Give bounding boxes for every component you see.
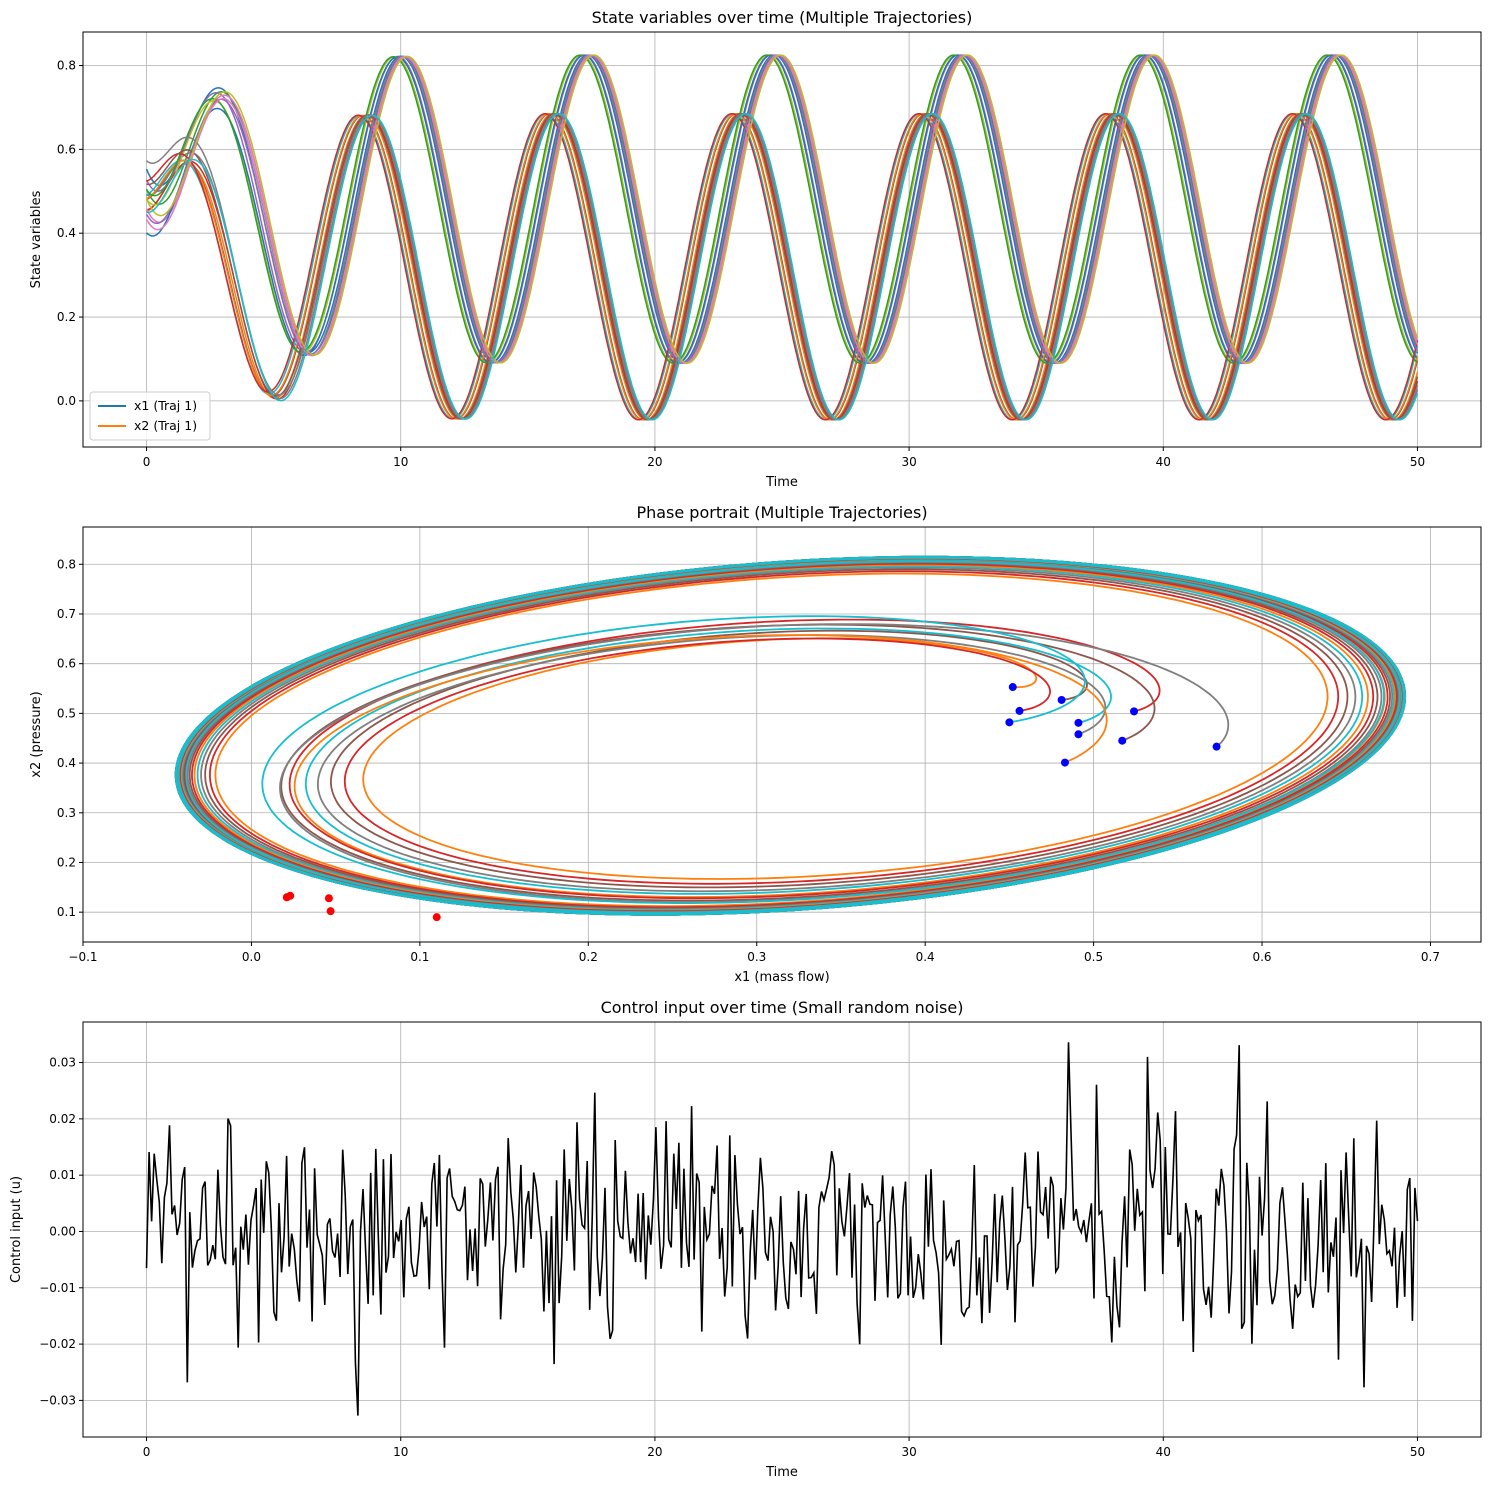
trajectory-x2-line <box>145 54 1419 364</box>
y-tick-label: 0.2 <box>57 310 76 324</box>
trajectory-x1-line <box>146 113 1419 421</box>
trajectory-x2-line <box>145 54 1418 364</box>
x-tick-label: 40 <box>1156 455 1171 469</box>
x-tick-label: 10 <box>393 1445 408 1459</box>
x-tick-label: 20 <box>647 455 662 469</box>
start-point-marker <box>1212 742 1221 751</box>
start-point-marker <box>1008 683 1017 692</box>
end-point-marker <box>324 894 333 903</box>
x-tick-label: 30 <box>901 1445 916 1459</box>
x-tick-label: −0.1 <box>68 950 97 964</box>
y-tick-label: 0.2 <box>57 855 76 869</box>
trajectory-x2-line <box>145 54 1419 364</box>
legend-label: x1 (Traj 1) <box>134 398 197 413</box>
start-point-marker <box>1118 736 1127 745</box>
y-tick-label: 0.0 <box>57 394 76 408</box>
x-tick-label: 0.1 <box>410 950 429 964</box>
y-tick-label: 0.4 <box>57 226 76 240</box>
end-point-marker <box>432 913 441 922</box>
axes-frame <box>83 527 1481 942</box>
phase-portrait-axes: −0.1 0.0 0.1 0.2 0.3 0.4 0.5 0.6 0.7 0.1 0.2 0.3 0.4… <box>29 503 1482 985</box>
y-tick-label: 0.01 <box>49 1168 76 1182</box>
trajectory-x2-line <box>145 54 1419 364</box>
y-tick-label: 0.6 <box>57 142 76 156</box>
y-tick-label: 0.4 <box>57 756 76 770</box>
axes-border <box>82 526 1482 943</box>
markers <box>282 683 1221 922</box>
axes-border <box>82 31 1482 448</box>
legend: x1 (Traj 1) x2 (Traj 1) <box>89 391 211 441</box>
axes-border <box>82 1021 1482 1438</box>
start-point-marker <box>1015 706 1024 715</box>
y-tick-label: 0.8 <box>57 59 76 73</box>
x-tick-label: 10 <box>393 455 408 469</box>
x-tick-label: 50 <box>1410 455 1425 469</box>
y-tick-label: 0.1 <box>57 905 76 919</box>
y-tick-label: 0.8 <box>57 557 76 571</box>
legend-box <box>89 391 211 441</box>
x-tick-label: 20 <box>647 1445 662 1459</box>
trajectory-x2-line <box>145 54 1418 364</box>
chart-title: Phase portrait (Multiple Trajectories) <box>636 503 927 522</box>
start-point-marker <box>1060 758 1069 767</box>
ticks: 0 10 20 30 40 50 0.0 0.2 0.4 0.6 0.8 <box>57 59 1425 469</box>
x-tick-label: 30 <box>901 455 916 469</box>
x-tick-label: 0.3 <box>747 950 766 964</box>
trajectory-x2-line <box>145 54 1419 364</box>
legend-label: x2 (Traj 1) <box>134 418 197 433</box>
series-lines <box>145 54 1419 421</box>
end-point-marker <box>326 907 335 916</box>
y-tick-label: 0.02 <box>49 1112 76 1126</box>
start-point-marker <box>1005 718 1014 727</box>
trajectory-x2-line <box>145 54 1419 364</box>
series-lines <box>145 1042 1419 1416</box>
grid <box>82 527 1481 942</box>
ticks: 0 10 20 30 40 50 −0.03 −0.02 −0.01 0.00 0.01 0.02 0.… <box>39 1056 1425 1459</box>
x-tick-label: 0.7 <box>1421 950 1440 964</box>
trajectory-x1-line <box>146 113 1419 421</box>
x-axis-label: Time <box>765 475 798 490</box>
y-tick-label: 0.00 <box>49 1224 76 1238</box>
trajectory-x2-line <box>145 54 1419 364</box>
x-tick-label: 50 <box>1410 1445 1425 1459</box>
x-tick-label: 40 <box>1156 1445 1171 1459</box>
state-variables-axes: 0 10 20 30 40 50 0.0 0.2 0.4 0.6 0.8 State variabl… <box>29 8 1482 490</box>
y-tick-label: −0.03 <box>39 1393 76 1407</box>
grid <box>83 1022 1481 1437</box>
y-tick-label: 0.6 <box>57 657 76 671</box>
y-tick-label: −0.01 <box>39 1281 76 1295</box>
chart-title: State variables over time (Multiple Traj… <box>592 8 973 27</box>
y-axis-label: State variables <box>29 190 44 288</box>
x-tick-label: 0 <box>143 1445 151 1459</box>
end-point-marker <box>286 891 295 900</box>
y-tick-label: 0.3 <box>57 806 76 820</box>
y-tick-label: 0.03 <box>49 1056 76 1070</box>
x-tick-label: 0.6 <box>1252 950 1271 964</box>
x-tick-label: 0.5 <box>1084 950 1103 964</box>
chart-title: Control input over time (Small random no… <box>601 998 964 1017</box>
phase-trajectory-line <box>174 555 1407 916</box>
control-input-axes: 0 10 20 30 40 50 −0.03 −0.02 −0.01 0.00 0.01 0.02 0.… <box>9 998 1482 1480</box>
y-axis-label: Control input (u) <box>9 1176 24 1283</box>
series-lines <box>174 555 1407 916</box>
x-axis-label: Time <box>765 1465 798 1480</box>
start-point-marker <box>1130 707 1139 716</box>
y-tick-label: 0.7 <box>57 607 76 621</box>
trajectory-x1-line <box>146 113 1419 421</box>
x-tick-label: 0.4 <box>916 950 935 964</box>
control-input-line <box>145 1042 1419 1416</box>
y-tick-label: 0.5 <box>57 706 76 720</box>
y-tick-label: −0.02 <box>39 1337 76 1351</box>
ticks: −0.1 0.0 0.1 0.2 0.3 0.4 0.5 0.6 0.7 0.1 0.2 0.3 0.4… <box>57 557 1440 964</box>
x-axis-label: x1 (mass flow) <box>734 970 829 985</box>
x-tick-label: 0.2 <box>579 950 598 964</box>
start-point-marker <box>1074 718 1083 727</box>
y-axis-label: x2 (pressure) <box>29 691 44 777</box>
x-tick-label: 0 <box>143 455 151 469</box>
start-point-marker <box>1074 730 1083 739</box>
start-point-marker <box>1057 695 1066 704</box>
x-tick-label: 0.0 <box>242 950 261 964</box>
